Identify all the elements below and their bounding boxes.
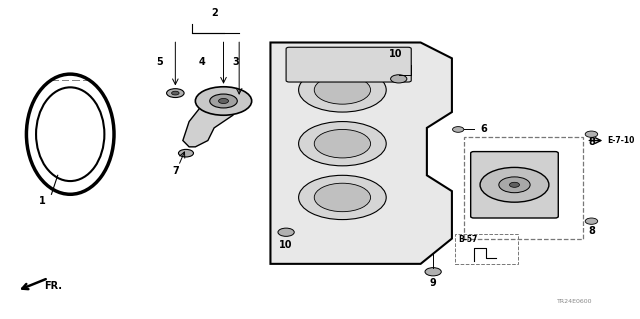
Circle shape bbox=[499, 177, 530, 193]
Text: 8: 8 bbox=[588, 137, 595, 147]
Text: FR.: FR. bbox=[44, 281, 62, 291]
Circle shape bbox=[218, 99, 228, 104]
Text: 2: 2 bbox=[211, 8, 218, 18]
Circle shape bbox=[195, 87, 252, 115]
Circle shape bbox=[585, 131, 598, 137]
Circle shape bbox=[210, 94, 237, 108]
FancyBboxPatch shape bbox=[286, 47, 412, 82]
Text: 10: 10 bbox=[389, 49, 403, 59]
Bar bbox=[455, 234, 518, 264]
Circle shape bbox=[278, 228, 294, 236]
Text: 3: 3 bbox=[233, 57, 239, 67]
Text: 10: 10 bbox=[279, 240, 293, 250]
Text: 7: 7 bbox=[172, 166, 179, 176]
Text: TR24E0600: TR24E0600 bbox=[557, 299, 593, 304]
Circle shape bbox=[314, 130, 371, 158]
Circle shape bbox=[172, 91, 179, 95]
Text: E-7-10: E-7-10 bbox=[607, 136, 634, 145]
Bar bbox=[465, 137, 583, 239]
Circle shape bbox=[585, 218, 598, 224]
Polygon shape bbox=[271, 42, 452, 264]
Circle shape bbox=[299, 175, 386, 219]
Circle shape bbox=[314, 183, 371, 212]
Circle shape bbox=[390, 75, 407, 83]
Text: 8: 8 bbox=[588, 226, 595, 236]
Text: 4: 4 bbox=[198, 57, 205, 67]
Circle shape bbox=[179, 149, 193, 157]
Text: 1: 1 bbox=[38, 196, 45, 206]
Circle shape bbox=[166, 89, 184, 98]
Text: 6: 6 bbox=[480, 124, 487, 135]
Circle shape bbox=[425, 268, 441, 276]
Circle shape bbox=[299, 122, 386, 166]
Circle shape bbox=[509, 182, 520, 187]
Text: 9: 9 bbox=[430, 278, 436, 288]
Text: B-57: B-57 bbox=[458, 235, 477, 244]
Text: 5: 5 bbox=[156, 57, 163, 67]
Polygon shape bbox=[183, 96, 239, 147]
Circle shape bbox=[299, 68, 386, 112]
Circle shape bbox=[314, 76, 371, 104]
FancyBboxPatch shape bbox=[470, 152, 558, 218]
Circle shape bbox=[480, 167, 549, 202]
Circle shape bbox=[452, 127, 464, 132]
